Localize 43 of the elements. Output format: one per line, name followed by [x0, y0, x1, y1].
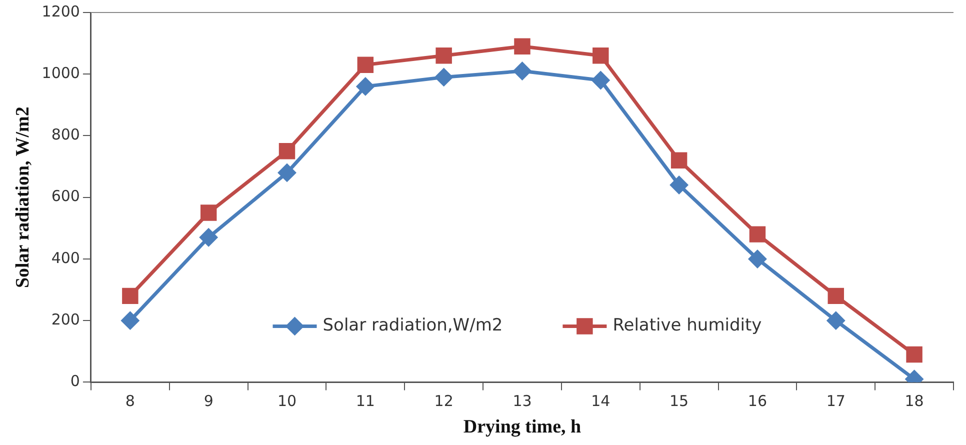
point — [122, 288, 138, 304]
point — [200, 228, 218, 246]
point — [670, 176, 688, 194]
point — [435, 68, 453, 86]
y-tick-label: 1200 — [42, 2, 80, 20]
x-tick-label: 13 — [512, 392, 532, 410]
point — [592, 48, 609, 64]
point — [278, 164, 296, 182]
x-tick-label: 10 — [277, 392, 297, 410]
point — [356, 78, 374, 96]
y-axis-title: Solar radiation, W/m2 — [12, 106, 34, 288]
y-tick-label: 800 — [51, 126, 80, 144]
point — [200, 204, 217, 221]
y-tick-label: 400 — [51, 248, 80, 267]
point — [827, 312, 845, 330]
legend-label: Solar radiation,W/m2 — [322, 316, 503, 336]
x-tick-label: 15 — [670, 392, 689, 410]
y-tick-label: 600 — [51, 187, 80, 206]
y-tick-label: 1000 — [42, 64, 80, 82]
point — [514, 38, 530, 55]
point — [592, 72, 610, 90]
point — [670, 152, 688, 168]
point — [513, 62, 531, 80]
y-tick-label: 200 — [51, 310, 80, 328]
x-tick-label: 17 — [826, 392, 846, 410]
point — [828, 288, 844, 304]
point — [436, 48, 452, 64]
point — [748, 250, 766, 268]
point — [749, 226, 766, 242]
x-tick-label: 8 — [125, 392, 135, 410]
x-axis-title: Drying time, h — [463, 416, 582, 438]
point — [278, 143, 296, 160]
x-tick-label: 11 — [356, 392, 375, 410]
x-tick-label: 16 — [748, 392, 768, 410]
x-tick-label: 14 — [591, 392, 610, 410]
x-tick-label: 9 — [204, 392, 214, 410]
x-tick-label: 12 — [434, 392, 454, 410]
y-tick-label: 0 — [70, 372, 80, 390]
legend-label: Relative humidity — [612, 316, 762, 336]
point — [357, 56, 374, 73]
point — [906, 346, 922, 363]
x-tick-label: 18 — [904, 392, 924, 410]
point — [121, 312, 139, 330]
